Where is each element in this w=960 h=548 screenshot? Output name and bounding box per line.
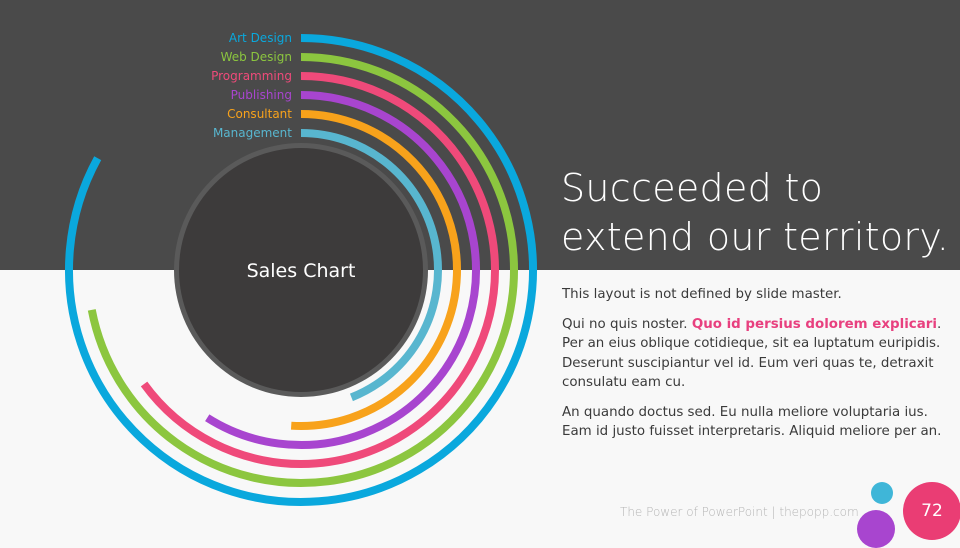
arc-management — [300, 129, 442, 402]
arc-art-design — [65, 34, 537, 506]
decorative-dot-purple — [857, 510, 895, 548]
legend-label-consultant: Consultant — [227, 107, 292, 121]
body-paragraph-1: This layout is not defined by slide mast… — [562, 287, 842, 302]
legend-label-management: Management — [213, 126, 292, 140]
center-disk — [179, 148, 423, 392]
body-text: This layout is not defined by slide mast… — [562, 285, 942, 452]
top-background-band — [0, 0, 960, 270]
body-paragraph-2-end: . Per an eius oblique cotidieque, sit ea… — [562, 316, 942, 391]
arc-consultant — [290, 110, 462, 430]
body-paragraph-3: An quando doctus sed. Eu nulla meliore v… — [562, 404, 942, 440]
headline: Succeeded to extend our territory. — [561, 166, 950, 259]
decorative-dot-blue — [871, 482, 893, 504]
arc-web-design — [87, 53, 518, 487]
page-number: 72 — [903, 482, 960, 540]
legend-label-publishing: Publishing — [231, 88, 292, 102]
arc-publishing — [205, 91, 480, 449]
arc-programming — [140, 72, 499, 468]
body-paragraph-2: Qui no quis noster. Quo id persius dolor… — [562, 315, 942, 393]
legend-label-web-design: Web Design — [221, 50, 292, 64]
center-label: Sales Chart — [247, 260, 356, 282]
legend-label-programming: Programming — [211, 69, 292, 83]
footer-text: The Power of PowerPoint | thepopp.com — [620, 505, 859, 519]
body-highlight: Quo id persius dolorem explicari — [691, 316, 937, 332]
legend-label-art-design: Art Design — [229, 31, 292, 45]
body-paragraph-2-start: Qui no quis noster. — [562, 316, 692, 332]
